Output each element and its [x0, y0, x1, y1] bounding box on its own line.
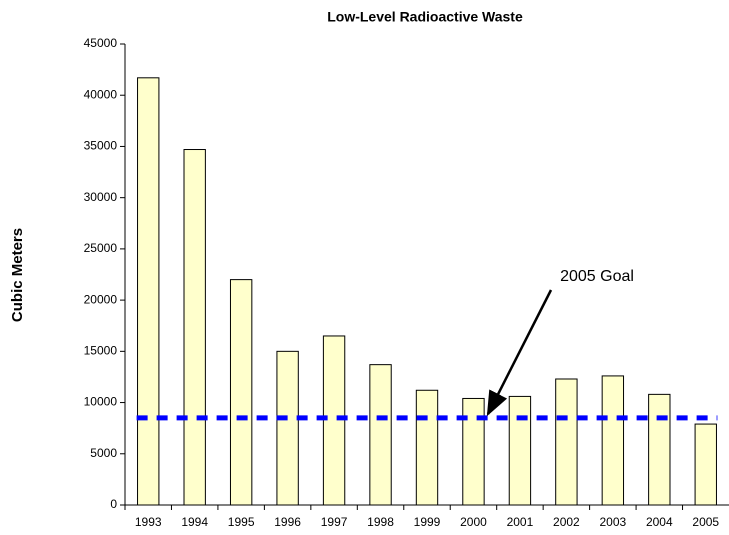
- y-tick-label: 15000: [84, 344, 118, 358]
- y-tick-label: 45000: [84, 36, 118, 50]
- chart-title: Low-Level Radioactive Waste: [327, 9, 523, 25]
- y-tick-label: 5000: [90, 446, 117, 460]
- x-tick-label: 2001: [507, 515, 534, 529]
- x-tick-label: 1998: [367, 515, 394, 529]
- y-tick-label: 25000: [84, 241, 118, 255]
- bar: [555, 378, 578, 506]
- y-tick-label: 30000: [84, 190, 118, 204]
- bar: [601, 375, 625, 506]
- y-tick-label: 0: [110, 497, 117, 511]
- bar: [183, 149, 206, 506]
- bar: [322, 335, 346, 506]
- x-tick-label: 1999: [414, 515, 441, 529]
- y-tick-label: 10000: [84, 395, 118, 409]
- bar: [694, 423, 717, 506]
- bar: [369, 364, 392, 506]
- annotation: 2005 Goal: [560, 268, 634, 285]
- x-tick-label: 2003: [599, 515, 626, 529]
- x-tick-label: 1996: [274, 515, 301, 529]
- x-tick-label: 2005: [692, 515, 719, 529]
- y-tick-label: 35000: [84, 139, 118, 153]
- bar: [137, 77, 160, 506]
- y-tick-label: 20000: [84, 292, 118, 306]
- bar: [462, 397, 485, 506]
- bar: [229, 279, 253, 506]
- x-tick-label: 1995: [228, 515, 255, 529]
- annotation-arrow: [486, 289, 553, 417]
- bar: [508, 395, 532, 506]
- y-tick-label: 40000: [84, 87, 118, 101]
- bar: [415, 389, 439, 506]
- x-tick-label: 1994: [181, 515, 208, 529]
- bar: [276, 350, 299, 506]
- x-tick-label: 2002: [553, 515, 580, 529]
- x-tick-label: 1997: [321, 515, 348, 529]
- x-tick-label: 2000: [460, 515, 487, 529]
- bar: [648, 393, 671, 506]
- x-tick-label: 2004: [646, 515, 673, 529]
- y-axis-label: Cubic Meters: [9, 228, 26, 322]
- x-tick-label: 1993: [135, 515, 162, 529]
